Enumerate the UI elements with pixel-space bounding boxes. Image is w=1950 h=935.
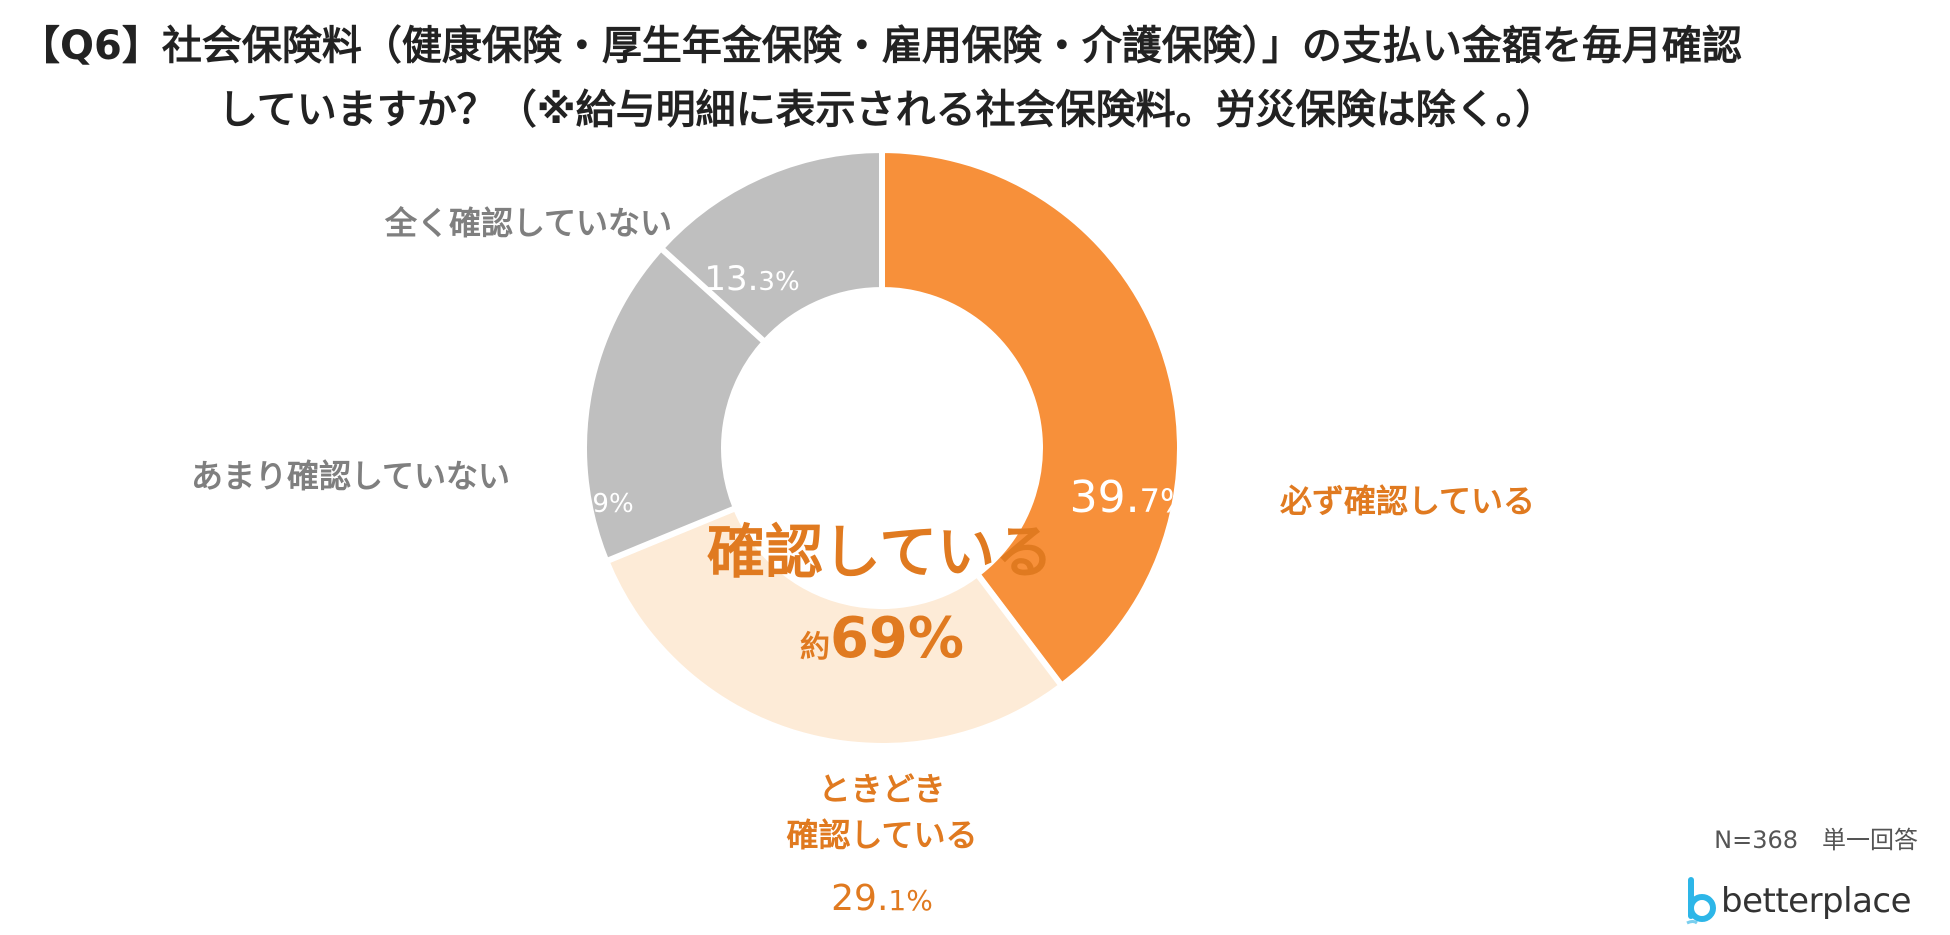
center-summary-text: 確認している [707, 518, 1053, 586]
slice-value-label-3: 17.9% [538, 481, 633, 521]
sample-size-note: N=368 単一回答 [1714, 826, 1918, 854]
slice-category-label-4: 全く確認していない [384, 204, 672, 242]
slice-category-label-1: 必ず確認している [1280, 482, 1535, 520]
center-summary-prefix: 約 [800, 630, 830, 665]
slice-category-label-3: あまり確認していない [191, 457, 510, 495]
donut-slice-1 [879, 147, 1183, 689]
betterplace-logo: betterplace [1683, 874, 1912, 928]
donut-center-summary: 確認している 約69% [707, 518, 1053, 671]
slice-value-label-2: 29.1% [831, 878, 933, 919]
slice-value-label-4: 13.3% [704, 259, 799, 299]
donut-slice-4 [657, 147, 885, 346]
slice-category-label-2-line-1: ときどき [818, 770, 945, 808]
betterplace-wordmark: betterplace [1721, 881, 1912, 921]
slice-category-label-2-line-2: 確認している [786, 816, 977, 854]
donut-labels: 39.7% 必ず確認している29.1%ときどき確認している17.9%あまり確認して… [191, 204, 1535, 919]
center-summary-value: 約69% [800, 606, 964, 671]
donut-slice-3 [581, 245, 768, 565]
slice-value-label-1: 39.7% [1070, 472, 1191, 523]
chart-title: 【Q6】社会保険料（健康保険・厚生年金保険・雇用保険・介護保険）」の支払い金額を… [0, 14, 1950, 142]
betterplace-b-icon [1686, 877, 1716, 925]
center-summary-percent: 69% [830, 606, 964, 671]
donut-slices [581, 147, 1183, 749]
chart-title-line-1: 【Q6】社会保険料（健康保険・厚生年金保険・雇用保険・介護保険）」の支払い金額を… [20, 23, 1742, 69]
donut-slice-2 [603, 505, 1065, 749]
chart-title-line-2: していますか？（※給与明細に表示される社会保険料。労災保険は除く。） [218, 87, 1556, 133]
